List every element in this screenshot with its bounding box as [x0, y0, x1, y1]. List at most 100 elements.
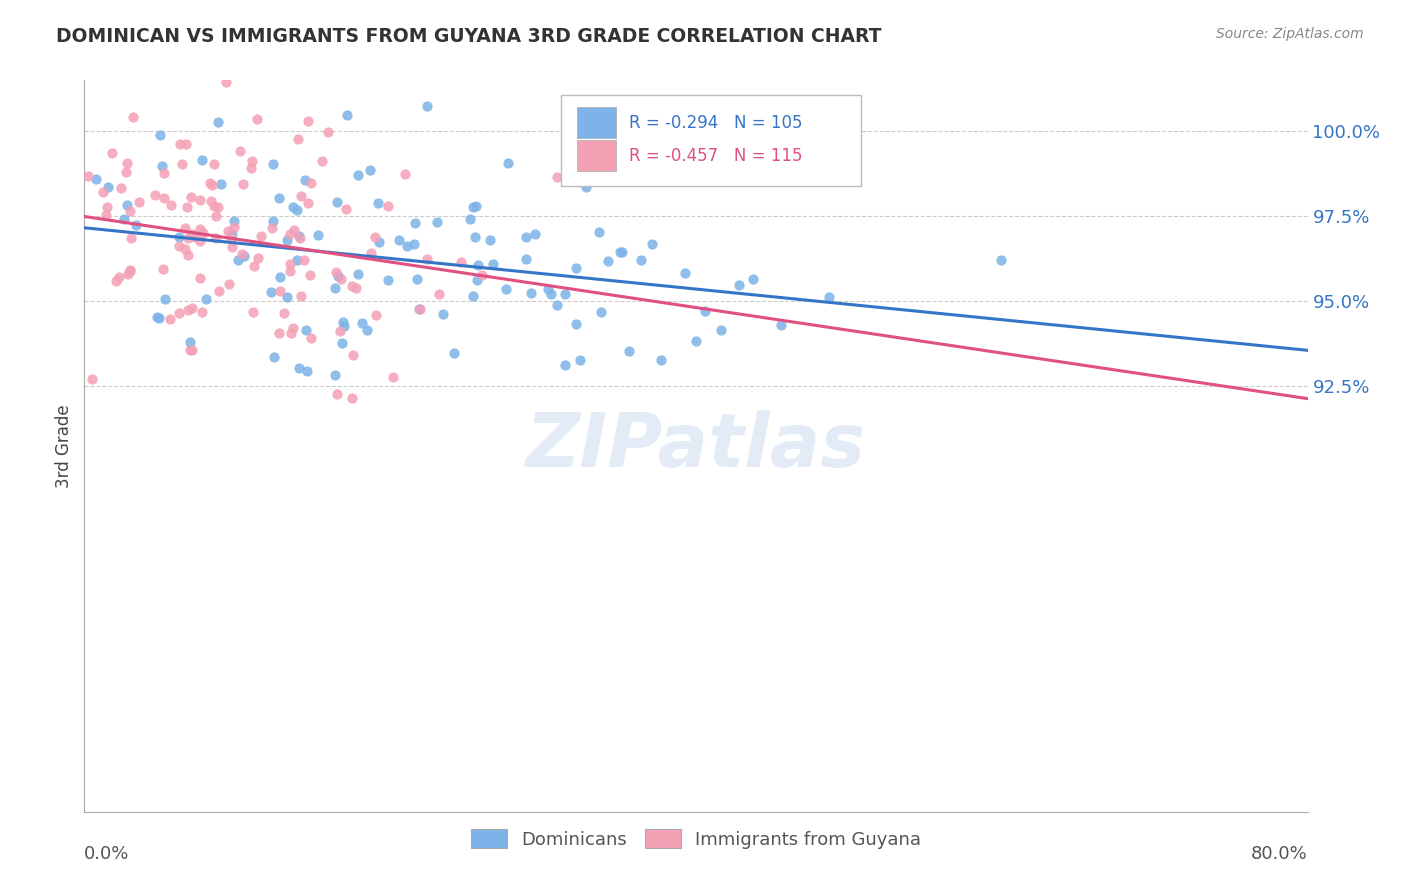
Point [299, 176, 322, 190]
Point [332, 315, 354, 329]
Point [125, 218, 148, 232]
Point [728, 277, 751, 292]
Point [242, 259, 264, 273]
Point [205, 209, 228, 223]
Point [416, 252, 439, 266]
Point [292, 252, 315, 267]
Point [465, 198, 488, 212]
Point [344, 280, 367, 294]
Point [342, 348, 364, 362]
Point [287, 132, 309, 146]
Point [117, 267, 139, 281]
Point [297, 113, 319, 128]
Point [360, 246, 382, 260]
Point [155, 293, 177, 307]
Point [408, 302, 430, 317]
Point [323, 281, 346, 295]
Point [259, 285, 281, 299]
Point [367, 235, 389, 249]
Point [200, 194, 222, 208]
Point [148, 310, 170, 325]
Point [311, 154, 333, 169]
Point [342, 391, 364, 405]
Point [120, 231, 142, 245]
Point [325, 195, 347, 210]
Point [115, 198, 138, 212]
Point [342, 279, 364, 293]
Point [515, 252, 537, 267]
Point [299, 331, 322, 345]
Text: R = -0.294   N = 105: R = -0.294 N = 105 [628, 113, 803, 132]
Point [325, 368, 347, 383]
Point [685, 334, 707, 348]
Point [194, 293, 217, 307]
Point [219, 231, 242, 245]
Point [97, 180, 120, 194]
Point [188, 234, 211, 248]
Point [591, 304, 613, 318]
Point [167, 230, 190, 244]
Point [609, 245, 631, 260]
Point [326, 269, 349, 284]
Point [287, 361, 309, 376]
Point [249, 228, 271, 243]
Point [260, 220, 283, 235]
Point [112, 211, 135, 226]
Point [546, 169, 568, 184]
Point [198, 177, 221, 191]
FancyBboxPatch shape [578, 140, 616, 171]
Point [269, 285, 291, 299]
Point [152, 166, 174, 180]
Point [770, 318, 793, 332]
Point [356, 322, 378, 336]
Point [269, 270, 291, 285]
Point [239, 161, 262, 176]
Point [294, 173, 316, 187]
Point [329, 325, 352, 339]
Point [94, 207, 117, 221]
Point [405, 271, 427, 285]
Point [122, 111, 145, 125]
Point [263, 351, 285, 365]
Text: 0.0%: 0.0% [84, 845, 129, 863]
Point [232, 177, 254, 191]
Text: R = -0.457   N = 115: R = -0.457 N = 115 [628, 146, 803, 165]
Point [395, 239, 418, 253]
Point [205, 231, 228, 245]
Point [818, 290, 841, 304]
Point [297, 196, 319, 211]
Point [262, 214, 284, 228]
Point [226, 252, 249, 267]
Point [232, 249, 254, 263]
Point [242, 305, 264, 319]
Point [382, 369, 405, 384]
Point [285, 203, 308, 218]
Point [176, 200, 198, 214]
Point [104, 274, 127, 288]
Point [416, 99, 439, 113]
Point [120, 262, 142, 277]
Point [388, 233, 411, 247]
Point [426, 215, 449, 229]
Point [215, 75, 238, 89]
Point [246, 112, 269, 127]
Point [347, 267, 370, 281]
Point [427, 287, 450, 301]
Point [262, 157, 284, 171]
Point [295, 322, 318, 336]
Point [207, 200, 229, 214]
Point [377, 199, 399, 213]
Point [96, 200, 118, 214]
Point [554, 287, 576, 301]
Point [450, 255, 472, 269]
Legend: Dominicans, Immigrants from Guyana: Dominicans, Immigrants from Guyana [461, 820, 931, 857]
Point [335, 202, 357, 216]
Point [108, 269, 131, 284]
Point [333, 319, 356, 334]
FancyBboxPatch shape [561, 95, 860, 186]
Point [278, 257, 301, 271]
Point [650, 353, 672, 368]
Text: 80.0%: 80.0% [1251, 845, 1308, 863]
Point [461, 289, 484, 303]
Point [307, 227, 329, 242]
